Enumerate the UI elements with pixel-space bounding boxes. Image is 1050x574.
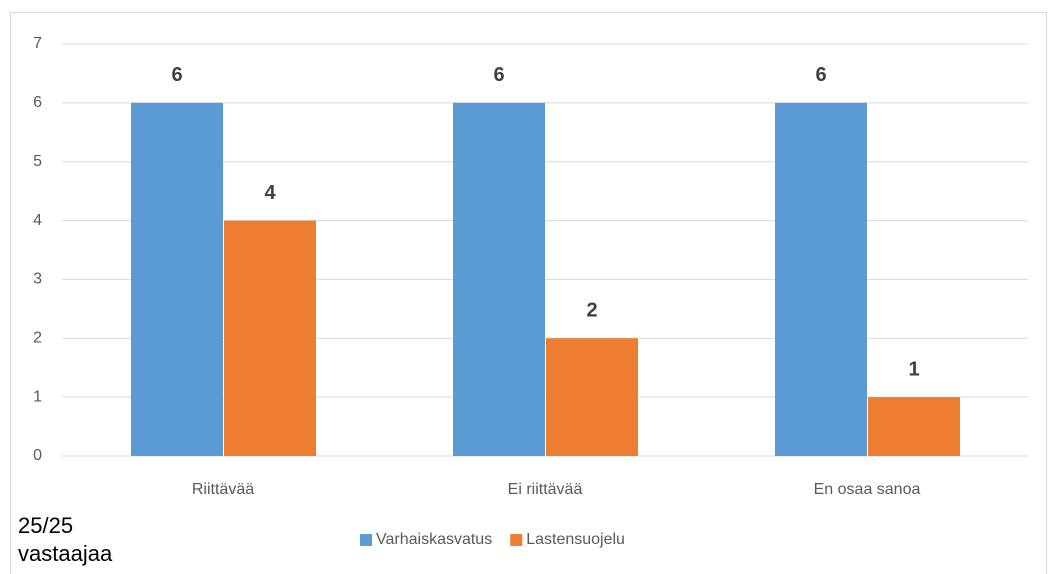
bar <box>775 102 867 456</box>
y-tick-label: 1 <box>33 388 42 405</box>
value-label: 6 <box>493 64 504 86</box>
y-tick-label: 4 <box>33 212 42 229</box>
value-label: 1 <box>908 358 919 380</box>
x-tick-label: En osaa sanoa <box>814 481 921 498</box>
y-tick-label: 0 <box>33 447 42 464</box>
bar <box>453 102 545 456</box>
bar <box>546 338 638 456</box>
value-label: 6 <box>815 64 826 86</box>
y-tick-label: 3 <box>33 271 42 288</box>
x-tick-label: Riittävää <box>192 481 254 498</box>
legend-swatch <box>510 534 523 546</box>
bar <box>224 220 316 456</box>
y-tick-label: 7 <box>33 35 42 52</box>
bar <box>868 397 960 456</box>
y-tick-label: 6 <box>33 94 42 111</box>
legend-swatch <box>360 534 372 546</box>
x-tick-label: Ei riittävää <box>508 481 583 498</box>
annotation: 25/25 vastaajaa <box>18 513 113 566</box>
chart-border <box>10 12 1047 574</box>
value-label: 6 <box>171 64 182 86</box>
value-label: 4 <box>264 182 276 204</box>
y-tick-label: 2 <box>33 330 42 347</box>
legend-label: Lastensuojelu <box>526 531 625 548</box>
y-tick-label: 5 <box>33 153 42 170</box>
legend-label: Varhaiskasvatus <box>376 531 492 548</box>
value-label: 2 <box>586 300 597 322</box>
bar <box>131 102 223 456</box>
